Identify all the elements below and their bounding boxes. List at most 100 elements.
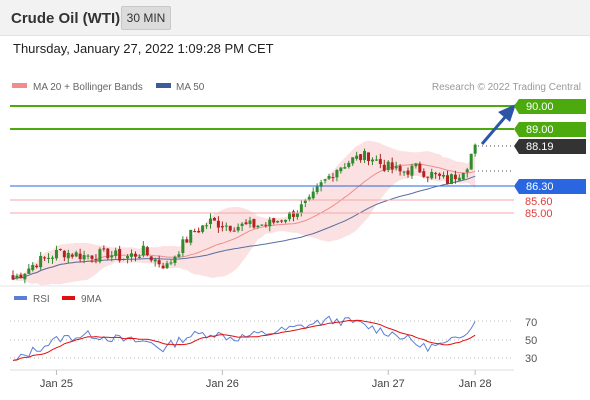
ma50-legend-swatch (156, 83, 171, 88)
candle (74, 250, 78, 258)
candle (244, 219, 248, 225)
ma50-legend-label: MA 50 (176, 82, 205, 93)
candle (252, 218, 256, 229)
candle (343, 163, 347, 169)
candle (291, 209, 295, 222)
rsi-legend-swatch (14, 296, 27, 300)
candle (260, 224, 264, 227)
candle (414, 162, 418, 169)
candle (181, 236, 185, 257)
candle (35, 263, 39, 269)
chart-header-bar: Crude Oil (WTI) 30 MIN (0, 0, 590, 36)
candle (23, 273, 27, 284)
candle (161, 262, 165, 269)
candle (19, 272, 23, 279)
candle (51, 255, 54, 264)
candle (402, 170, 406, 176)
candle (284, 219, 288, 224)
candle (193, 228, 197, 233)
candle (347, 160, 351, 169)
candle (438, 172, 442, 180)
candle (153, 257, 157, 267)
candle (434, 171, 438, 179)
candle (248, 216, 252, 228)
candle (457, 174, 461, 181)
time-axis-label: Jan 28 (459, 378, 492, 390)
candle (145, 245, 149, 257)
s1-price-label: 85.60 (525, 196, 553, 208)
candle (130, 249, 133, 262)
rsi-ma-legend-label: 9MA (81, 294, 102, 305)
candle (43, 256, 47, 261)
candle (216, 216, 220, 233)
candle (311, 187, 315, 200)
candle (359, 154, 363, 163)
candle (367, 152, 370, 166)
candle (31, 262, 35, 272)
candle (430, 168, 434, 180)
candle (82, 250, 86, 264)
rsi-ma-line (12, 319, 476, 361)
rsi-tick-label: 70 (525, 317, 537, 329)
candle (212, 217, 216, 221)
candle (54, 245, 58, 261)
forecast-arrow-shaft (480, 115, 508, 145)
candle (465, 167, 469, 178)
candle (70, 253, 74, 259)
candle (106, 247, 110, 261)
pivot-price-tag: 86.30 (514, 179, 586, 194)
candle (220, 221, 224, 232)
candle (280, 219, 284, 224)
r2-price-label: 90.00 (526, 101, 554, 113)
candle (165, 260, 169, 269)
candle (299, 199, 303, 217)
candle (94, 254, 98, 264)
time-axis-label: Jan 27 (372, 378, 405, 390)
candle (315, 183, 319, 195)
candle (469, 153, 473, 170)
rsi-legend-label: RSI (33, 294, 50, 305)
candle (102, 245, 106, 252)
ma20-legend-swatch (12, 83, 27, 88)
candle (78, 248, 82, 263)
rsi-tick-label: 30 (525, 353, 537, 365)
candle (410, 163, 414, 180)
candle (236, 223, 240, 233)
pivot-price-label: 86.30 (526, 181, 554, 193)
candle (240, 222, 244, 232)
candle (355, 151, 359, 161)
candle (114, 247, 118, 259)
timeframe-button[interactable]: 30 MIN (121, 6, 171, 30)
candle (327, 173, 331, 180)
candle (228, 225, 232, 233)
candle (394, 161, 398, 171)
candle (272, 217, 276, 225)
candle (137, 254, 141, 259)
candle (39, 252, 43, 270)
candle (110, 250, 114, 262)
candle (86, 254, 90, 260)
candle (363, 148, 367, 163)
rsi-tick-label: 50 (525, 335, 537, 347)
candle (406, 167, 410, 178)
candle (189, 229, 193, 246)
candle (197, 227, 201, 233)
candle (15, 273, 19, 280)
time-axis: Jan 25 Jan 26 Jan 27 Jan 28 (40, 370, 492, 390)
candle (90, 254, 94, 263)
candle (382, 159, 386, 172)
candle (449, 173, 453, 185)
candle (295, 210, 299, 220)
candle (224, 222, 228, 232)
r2-price-tag: 90.00 (514, 99, 586, 114)
copyright-text: Research © 2022 Trading Central (432, 82, 581, 93)
rsi-line (12, 315, 476, 361)
candle (370, 157, 374, 166)
time-axis-label: Jan 25 (40, 378, 73, 390)
candle (122, 258, 126, 261)
candle (418, 161, 422, 173)
candle (256, 225, 260, 229)
candle (66, 249, 70, 264)
candle (209, 213, 212, 229)
candle (185, 236, 189, 243)
